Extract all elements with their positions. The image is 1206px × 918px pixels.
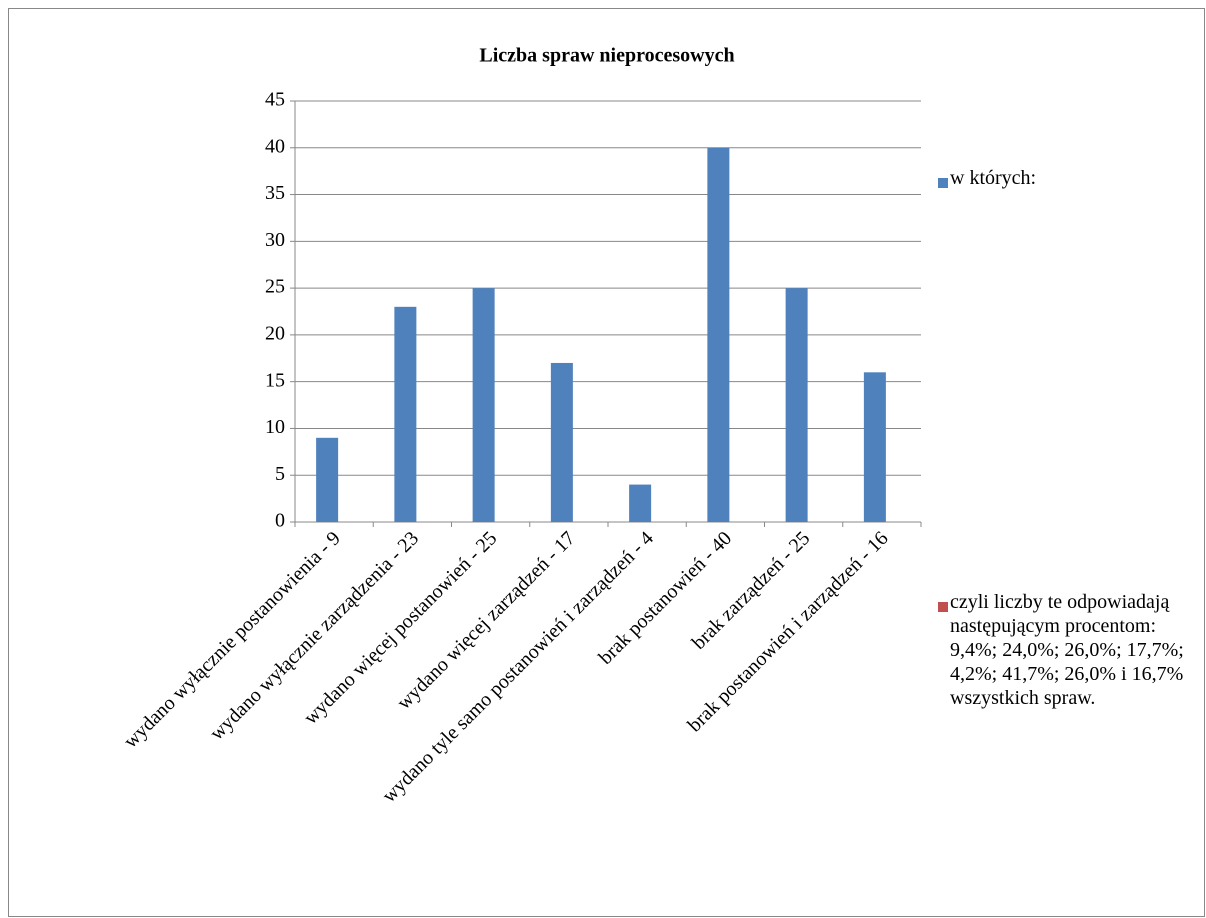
y-tick-label: 20 (265, 322, 285, 344)
legend-label: czyli liczby te odpowiadają następującym… (950, 591, 1184, 709)
y-tick-label: 15 (265, 369, 285, 391)
bar (550, 362, 573, 522)
bar (472, 288, 495, 522)
y-tick-label: 30 (265, 229, 285, 251)
chart-border (8, 8, 1205, 917)
y-tick-label: 10 (265, 416, 285, 438)
y-tick-label: 45 (265, 89, 285, 111)
bar (863, 372, 886, 522)
bar (629, 484, 652, 522)
legend-swatch (938, 178, 948, 188)
y-tick-label: 0 (275, 510, 285, 532)
bar (394, 306, 417, 522)
bar (785, 288, 808, 522)
legend-swatch (938, 602, 948, 612)
y-tick-label: 40 (265, 135, 285, 157)
bar (707, 147, 730, 522)
legend-entry: w których: (950, 167, 1037, 189)
legend-entry: czyli liczby te odpowiadają następującym… (950, 591, 1184, 709)
bar (316, 437, 339, 522)
y-tick-label: 25 (265, 276, 285, 298)
y-tick-label: 5 (275, 463, 285, 485)
chart-title: Liczba spraw nieprocesowych (479, 45, 734, 67)
y-tick-label: 35 (265, 182, 285, 204)
legend-label: w których: (950, 167, 1037, 189)
